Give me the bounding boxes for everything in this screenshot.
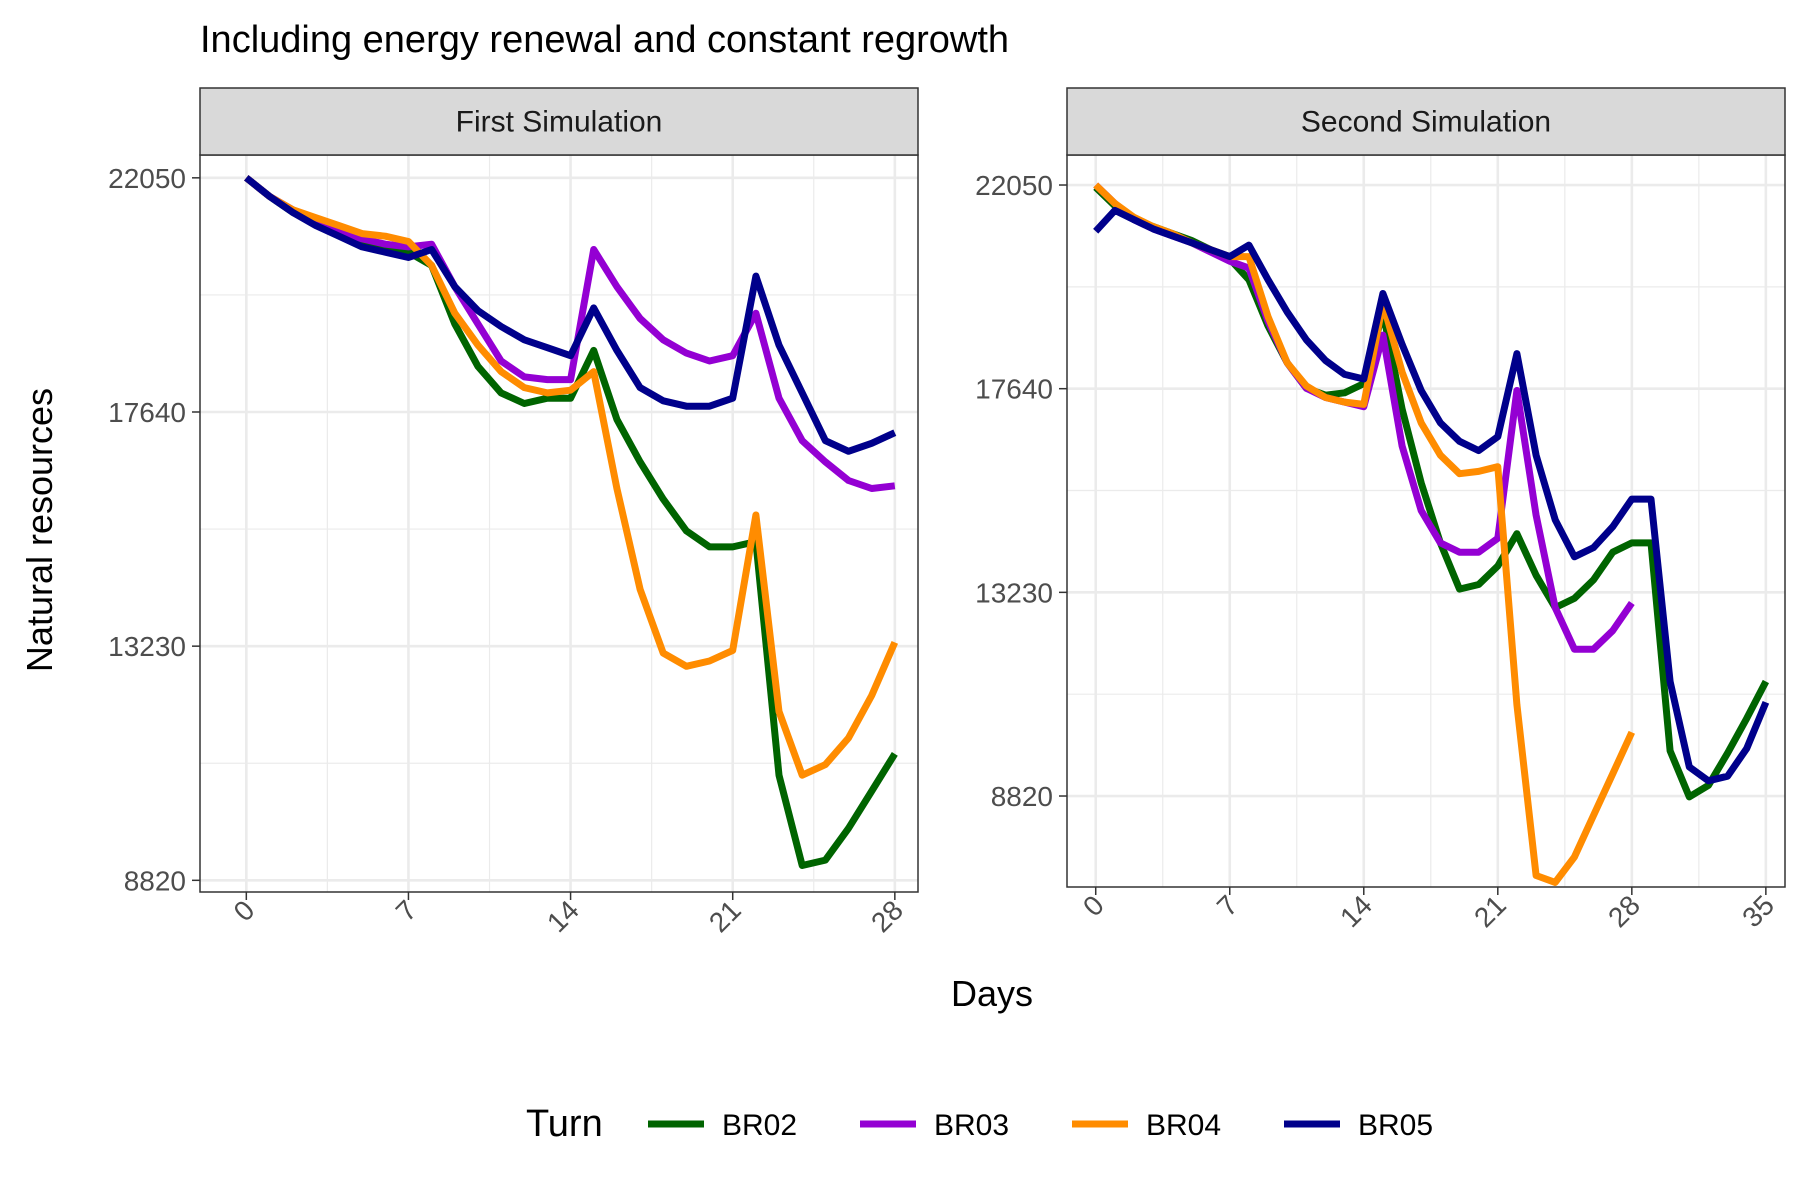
x-tick-label: 0	[1077, 889, 1110, 922]
y-tick-label: 8820	[124, 865, 186, 896]
series-line-br05-first-simulation	[244, 175, 897, 455]
y-tick-label: 17640	[108, 397, 186, 428]
x-tick-label: 14	[541, 894, 585, 938]
x-tick-label: 14	[1334, 889, 1378, 933]
x-tick-label: 0	[228, 894, 261, 927]
series-line-br03-first-simulation	[244, 175, 896, 492]
panel-background	[200, 155, 918, 892]
panel-first-simulation: First Simulation 8820 13230 17640 22050 0 7 14 2…	[108, 87, 919, 938]
x-tick-label: 7	[390, 894, 423, 927]
x-tick-label: 21	[703, 894, 747, 938]
y-tick-label: 22050	[108, 163, 186, 194]
x-tick-label: 21	[1468, 889, 1512, 933]
series-line-br04-first-simulation	[244, 175, 899, 779]
y-tick-label: 17640	[975, 374, 1053, 405]
facet-strip	[199, 87, 919, 156]
x-tick-label: 28	[865, 894, 909, 938]
y-tick-label: 22050	[975, 170, 1053, 201]
y-tick-label: 8820	[991, 781, 1053, 812]
legend-label-br04: BR04	[1146, 1109, 1221, 1142]
legend-label-br02: BR02	[722, 1109, 797, 1142]
legend: Turn BR02 BR03 BR04 BR05	[526, 1103, 1433, 1145]
facet-strip	[1066, 87, 1786, 156]
x-tick-label: 7	[1211, 889, 1244, 922]
legend-label-br03: BR03	[934, 1109, 1009, 1142]
legend-label-br05: BR05	[1358, 1109, 1433, 1142]
facet-strip-label: First Simulation	[456, 106, 663, 139]
y-tick-label: 13230	[108, 631, 186, 662]
legend-title: Turn	[526, 1103, 603, 1145]
series-line-br05-second-simulation	[1093, 206, 1770, 785]
facet-strip-label: Second Simulation	[1301, 106, 1551, 139]
x-axis-title: Days	[951, 973, 1033, 1014]
x-tick-label: 28	[1602, 889, 1646, 933]
y-axis-title: Natural resources	[19, 388, 60, 672]
panel-second-simulation: Second Simulation 8820 13230 17640 22050 0 7 14…	[975, 87, 1786, 933]
x-tick-label: 35	[1736, 889, 1780, 933]
y-tick-label: 13230	[975, 577, 1053, 608]
chart-title: Including energy renewal and constant re…	[200, 19, 1009, 61]
